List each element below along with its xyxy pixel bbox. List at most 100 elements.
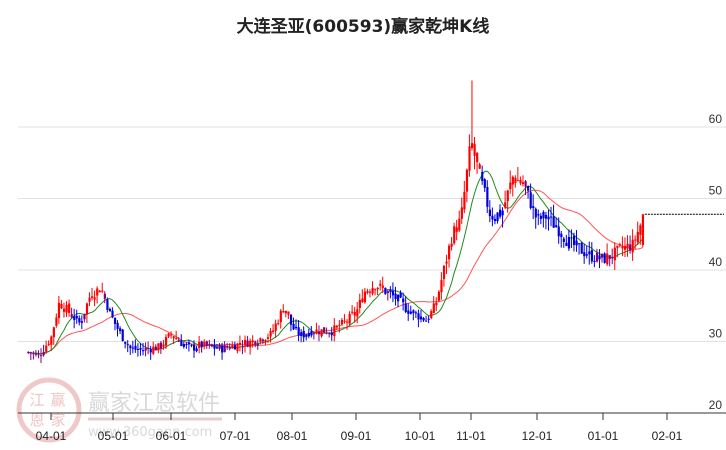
ma-short-line: [28, 170, 644, 355]
candle-body: [399, 292, 402, 298]
candle-body: [180, 340, 183, 347]
candle-body: [386, 291, 390, 294]
candle-body: [402, 298, 405, 303]
candle-body: [389, 289, 392, 293]
candle-body: [121, 329, 124, 342]
candle-body: [266, 337, 270, 339]
candle-body: [590, 250, 594, 262]
candle-body: [557, 226, 560, 237]
candle-body: [182, 344, 186, 347]
candle-body: [203, 341, 206, 347]
candle-body: [75, 316, 78, 319]
candle-body: [292, 323, 295, 330]
candle-body: [312, 333, 316, 335]
candle-body: [537, 214, 540, 216]
watermark: 江赢恩 家 赢家江恩软件 www.360gann.com: [16, 377, 222, 443]
candle-body: [374, 289, 377, 291]
candle-body: [641, 214, 645, 245]
candle-body: [442, 265, 446, 280]
candle-body: [62, 308, 66, 312]
chart-title: 大连圣亚(600593)赢家乾坤K线: [236, 17, 490, 37]
candle-body: [478, 164, 481, 169]
candle-body: [463, 191, 466, 210]
candle-body: [139, 347, 142, 350]
candle-body: [167, 333, 170, 337]
candle-body: [639, 225, 642, 235]
candle-body: [384, 287, 387, 294]
candle-body: [629, 244, 632, 251]
candle-body: [595, 252, 599, 262]
x-tick-label: 12-01: [522, 429, 553, 443]
candle-body: [529, 192, 532, 209]
candle-body: [261, 339, 265, 342]
candle-body: [353, 311, 356, 316]
candle-body: [78, 318, 81, 323]
candle-body: [323, 327, 326, 333]
candle-body: [328, 333, 331, 335]
candle-body: [315, 329, 318, 334]
x-tick-label: 05-01: [98, 429, 129, 443]
candle-body: [601, 253, 604, 258]
candle-body: [555, 225, 558, 227]
candle-body: [623, 245, 627, 250]
candle-body: [636, 231, 639, 243]
candle-body: [381, 285, 384, 288]
candle-body: [116, 322, 119, 329]
candle-body: [618, 244, 622, 246]
candle-body: [598, 255, 601, 260]
candle-body: [42, 351, 45, 356]
candle-body: [231, 345, 234, 349]
candle-body: [631, 239, 634, 253]
candle-body: [432, 303, 435, 313]
candle-body: [527, 185, 530, 191]
candle-body: [98, 290, 101, 293]
candle-body: [611, 257, 614, 259]
candle-body: [208, 343, 211, 345]
candle-body: [621, 246, 624, 249]
candle-body: [223, 345, 226, 353]
candle-body: [603, 253, 606, 263]
candle-body: [284, 310, 288, 314]
candle-body: [376, 287, 379, 290]
candle-body: [65, 304, 68, 313]
candle-body: [404, 303, 407, 312]
candle-body: [422, 318, 425, 321]
candle-body: [516, 180, 520, 182]
candle-body: [465, 169, 469, 192]
candle-body: [274, 323, 277, 331]
candle-body: [93, 297, 96, 300]
ma-long-line: [28, 189, 644, 355]
candle-body: [578, 243, 581, 245]
candle-body: [572, 235, 576, 245]
candle-body: [493, 218, 497, 222]
x-tick-label: 08-01: [277, 429, 308, 443]
candle-body: [295, 326, 298, 329]
candle-body: [407, 310, 410, 314]
candle-body: [412, 310, 415, 314]
candle-body: [450, 243, 453, 247]
candle-body: [397, 294, 400, 302]
candle-body: [226, 346, 229, 348]
candle-body: [83, 313, 86, 320]
candle-body: [236, 343, 239, 352]
candle-body: [193, 344, 196, 351]
candle-body: [157, 343, 160, 351]
candle-body: [175, 337, 178, 340]
candle-body: [154, 346, 157, 351]
candle-body: [96, 288, 99, 296]
candle-body: [254, 341, 257, 345]
candle-body: [136, 348, 140, 350]
candle-body: [519, 179, 522, 184]
candle-body: [152, 346, 155, 354]
candle-body: [483, 179, 486, 188]
candle-body: [134, 345, 137, 350]
candle-body: [272, 330, 275, 332]
candle-body: [52, 327, 55, 338]
candle-body: [499, 209, 502, 217]
candle-body: [149, 349, 152, 353]
candle-body: [249, 340, 252, 348]
candle-body: [159, 342, 163, 349]
candle-body: [476, 152, 479, 163]
candle-body: [335, 325, 339, 328]
candle-body: [634, 239, 637, 241]
